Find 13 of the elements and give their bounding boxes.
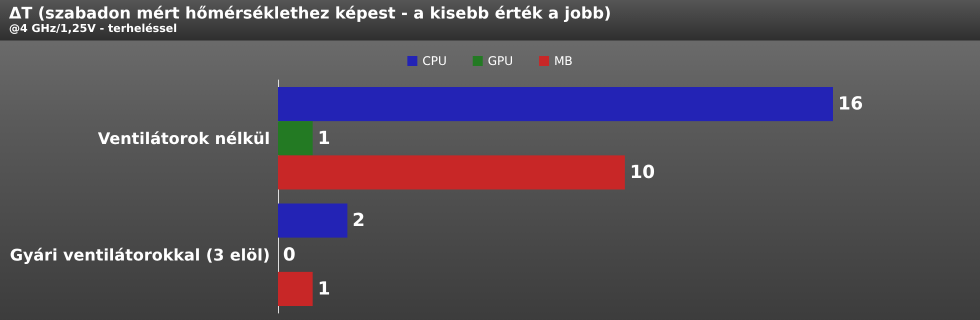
legend-label: CPU bbox=[422, 54, 447, 68]
y-tick-label: Ventilátorok nélkül bbox=[98, 128, 270, 148]
legend-label: GPU bbox=[488, 54, 514, 68]
data-label: 1 bbox=[318, 128, 330, 149]
data-label: 16 bbox=[838, 94, 864, 115]
data-label: 1 bbox=[318, 278, 330, 300]
y-tick-label: Gyári ventilátorokkal (3 elöl) bbox=[10, 245, 270, 264]
legend-label: MB bbox=[554, 54, 573, 68]
text: @4 GHz/1,25V - terheléssel bbox=[9, 22, 178, 35]
chart-title: ΔT (szabadon mért hőmérséklethez képest - a kisebb érték a jobb) bbox=[9, 4, 612, 22]
data-label: 2 bbox=[352, 210, 365, 232]
data-label: 10 bbox=[630, 162, 655, 183]
data-label: 0 bbox=[283, 244, 296, 266]
